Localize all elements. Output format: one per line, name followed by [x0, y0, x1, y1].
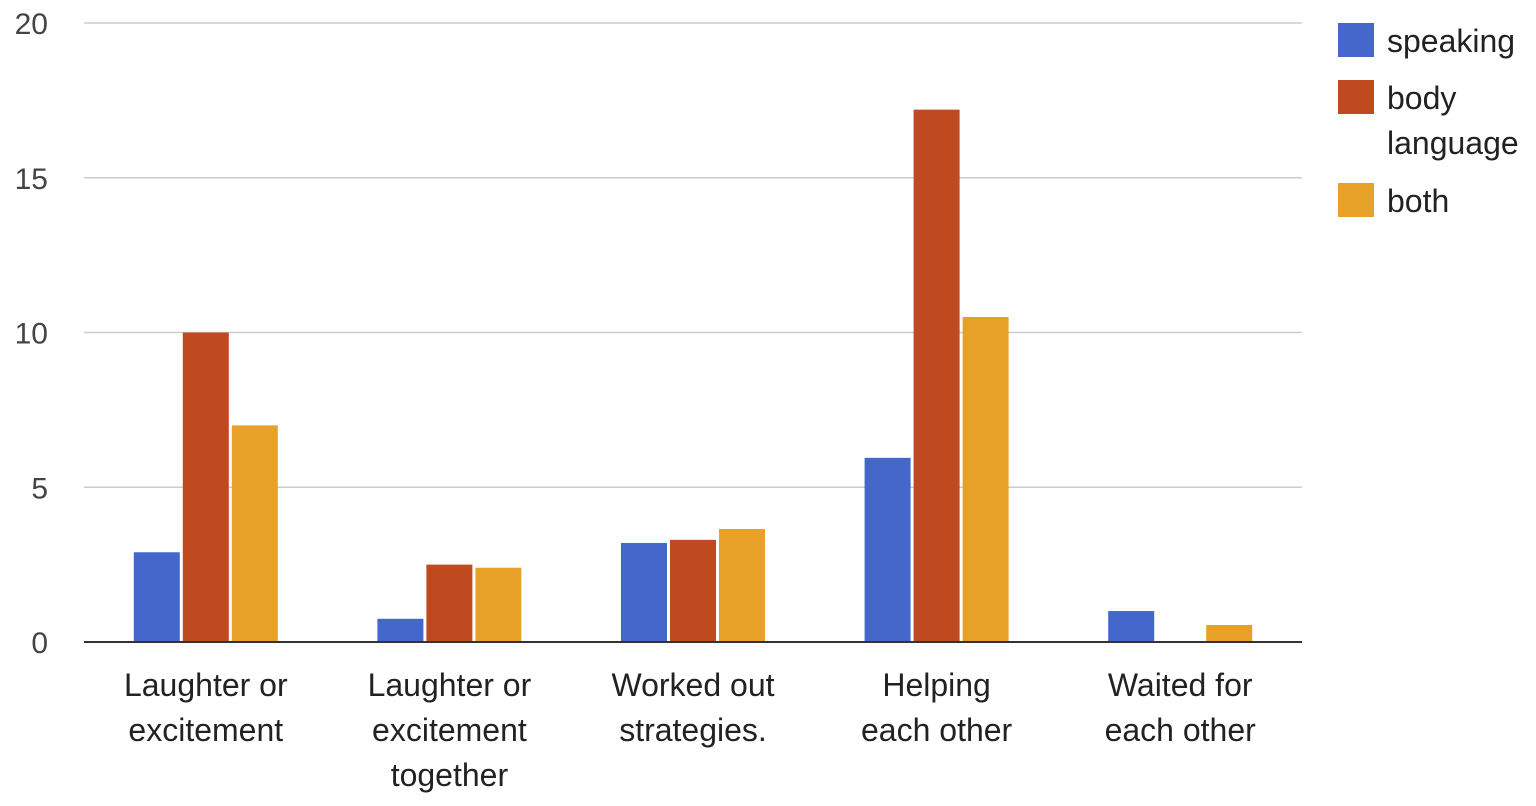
- gridlines: [84, 22, 1302, 488]
- label-line: Worked out: [611, 667, 774, 703]
- y-tick-label: 10: [15, 318, 48, 351]
- label-line: Helping: [882, 667, 991, 703]
- bar: [182, 332, 229, 642]
- legend-swatch: [1338, 183, 1374, 217]
- label-line: Laughter or: [368, 667, 532, 703]
- bar: [962, 317, 1009, 642]
- x-category-label: Helping each other: [861, 667, 1013, 748]
- bar: [621, 542, 667, 642]
- bar: [1206, 624, 1253, 642]
- label-line: body: [1387, 80, 1456, 116]
- label-line: excitement: [372, 712, 527, 748]
- bar: [426, 564, 473, 642]
- x-category-label: Worked out strategies.: [611, 667, 774, 748]
- label-line: speaking: [1387, 23, 1515, 59]
- bar: [864, 457, 911, 642]
- bar: [913, 109, 960, 642]
- y-axis-ticks: 0 5 10 15 20: [15, 8, 48, 660]
- x-axis-labels: Laughter or excitement Laughter or exciteme…: [124, 667, 1256, 793]
- x-category-label: Laughter or excitement: [124, 667, 288, 748]
- legend-swatch: [1338, 80, 1374, 114]
- x-category-label: Waited for each other: [1105, 667, 1257, 748]
- legend-label: body language: [1387, 80, 1519, 161]
- label-line: both: [1387, 183, 1449, 219]
- bar: [231, 425, 278, 642]
- label-line: language: [1387, 125, 1519, 161]
- legend-label: both: [1387, 183, 1449, 219]
- label-line: each other: [1105, 712, 1257, 748]
- bar: [475, 567, 522, 642]
- x-category-label: Laughter or excitement together: [368, 667, 532, 793]
- y-tick-label: 5: [31, 472, 48, 505]
- label-line: strategies.: [619, 712, 767, 748]
- label-line: together: [391, 757, 509, 793]
- y-tick-label: 15: [15, 163, 48, 196]
- y-tick-label: 0: [31, 627, 48, 660]
- bar: [670, 539, 716, 642]
- bar: [1108, 611, 1155, 642]
- label-line: Laughter or: [124, 667, 288, 703]
- label-line: each other: [861, 712, 1013, 748]
- legend: speaking body language both: [1338, 23, 1519, 219]
- legend-swatch: [1338, 23, 1374, 57]
- y-tick-label: 20: [15, 8, 48, 41]
- bar: [719, 529, 765, 642]
- label-line: excitement: [128, 712, 283, 748]
- legend-label: speaking: [1387, 23, 1515, 59]
- bar: [377, 618, 424, 642]
- bar: [133, 552, 180, 642]
- label-line: Waited for: [1108, 667, 1253, 703]
- bars: [133, 109, 1253, 642]
